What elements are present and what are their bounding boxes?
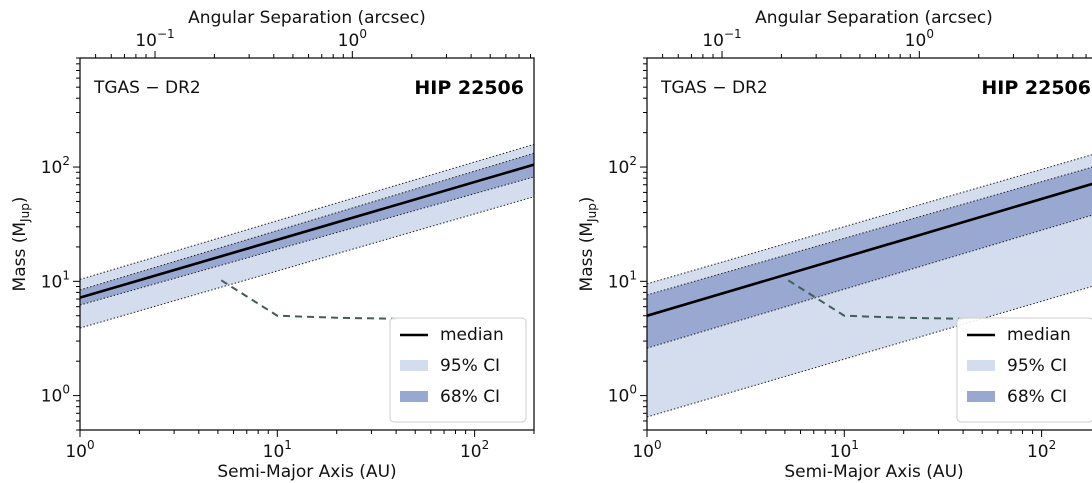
y-tick-label-exp: 0 [629, 383, 637, 397]
x-tick-label: 101 [263, 438, 292, 462]
legend-ci95-swatch [400, 360, 428, 371]
top-tick-label-base: 10 [135, 31, 157, 51]
legend-ci68-swatch [400, 391, 428, 402]
x-tick-label-base: 10 [460, 442, 482, 462]
legend: median 95% CI 68% CI [956, 317, 1092, 423]
y-tick-label-base: 10 [41, 272, 63, 292]
star-label: HIP 22506 [414, 77, 524, 99]
plot-frame [646, 57, 1092, 431]
y-tick-label: 100 [41, 383, 70, 407]
legend: median 95% CI 68% CI [389, 317, 527, 423]
y-tick-label-exp: 2 [62, 154, 70, 168]
y-tick-label-base: 10 [608, 272, 630, 292]
y-tick-label-base: 10 [41, 387, 63, 407]
y-axis-label: Mass (MJup) [577, 197, 599, 292]
legend-ci95-swatch [967, 360, 995, 371]
detection-limit-line [220, 279, 397, 320]
x-tick-label-exp: 0 [87, 438, 95, 452]
x-tick-label-base: 10 [263, 442, 285, 462]
x-tick-label: 100 [65, 438, 94, 462]
x-tick-label: 101 [830, 438, 859, 462]
x-tick-label: 102 [1027, 438, 1056, 462]
legend-label: 95% CI [1007, 356, 1067, 376]
legend-label: median [1007, 325, 1071, 345]
plot-area [647, 154, 1092, 418]
x-axis-label: Semi-Major Axis (AU) [217, 462, 396, 482]
y-axis-label-sub: Jup [585, 203, 599, 223]
top-tick-label-base: 10 [338, 31, 360, 51]
x-tick-label: 100 [632, 438, 661, 462]
y-tick-label: 102 [41, 154, 70, 178]
top-tick-label-base: 10 [702, 31, 724, 51]
ci68-lower-edge [80, 176, 534, 306]
legend-label: 68% CI [440, 387, 500, 407]
y-axis-label-sub: Jup [18, 203, 32, 223]
top-tick-label-exp: −1 [157, 27, 175, 41]
median-line [80, 163, 534, 299]
y-axis-label-close: ) [577, 197, 597, 204]
top-axis-label: Angular Separation (arcsec) [188, 8, 426, 28]
top-axis-label: Angular Separation (arcsec) [755, 8, 993, 28]
x-axis-label: Semi-Major Axis (AU) [784, 462, 963, 482]
top-tick-label-base: 10 [905, 31, 927, 51]
top-tick-label-exp: 0 [926, 27, 934, 41]
y-tick-label-base: 10 [608, 387, 630, 407]
y-axis-label-main: Mass (M [10, 222, 30, 292]
top-tick-label: 10−1 [135, 27, 174, 51]
y-tick-label-base: 10 [41, 158, 63, 178]
x-tick-label-base: 10 [632, 442, 654, 462]
median-line [647, 182, 1092, 317]
y-tick-label-exp: 1 [62, 268, 70, 282]
x-tick-label-exp: 2 [482, 438, 490, 452]
legend-label: 95% CI [440, 356, 500, 376]
legend-label: 68% CI [1007, 387, 1067, 407]
y-tick-label: 101 [608, 268, 637, 292]
plot-area [80, 143, 534, 329]
y-tick-label-exp: 2 [629, 154, 637, 168]
x-tick-label-exp: 1 [851, 438, 859, 452]
y-axis-label-close: ) [10, 197, 30, 204]
star-label: HIP 22506 [981, 77, 1091, 99]
y-tick-label-exp: 1 [629, 268, 637, 282]
y-tick-label-exp: 0 [62, 383, 70, 397]
x-tick-label-exp: 1 [284, 438, 292, 452]
ci68-band [647, 167, 1092, 349]
y-tick-label: 101 [41, 268, 70, 292]
y-tick-label-base: 10 [608, 158, 630, 178]
x-tick-label-base: 10 [65, 442, 87, 462]
y-axis-label-main: Mass (M [577, 222, 597, 292]
x-tick-label-exp: 0 [654, 438, 662, 452]
plot-frame [79, 57, 535, 431]
ci68-band [80, 153, 534, 306]
legend-ci68-swatch [967, 391, 995, 402]
top-tick-label-exp: 0 [359, 27, 367, 41]
top-tick-label-exp: −1 [724, 27, 742, 41]
top-tick-label: 100 [338, 27, 367, 51]
x-tick-label-exp: 2 [1049, 438, 1057, 452]
y-tick-label: 102 [608, 154, 637, 178]
top-tick-label: 10−1 [702, 27, 741, 51]
legend-label: median [440, 325, 504, 345]
x-tick-label: 102 [460, 438, 489, 462]
inset-label: TGAS − DR2 [660, 78, 768, 98]
x-tick-label-base: 10 [1027, 442, 1049, 462]
y-tick-label: 100 [608, 383, 637, 407]
x-tick-label-base: 10 [830, 442, 852, 462]
top-tick-label: 100 [905, 27, 934, 51]
y-axis-label: Mass (MJup) [10, 197, 32, 292]
inset-label: TGAS − DR2 [93, 78, 201, 98]
